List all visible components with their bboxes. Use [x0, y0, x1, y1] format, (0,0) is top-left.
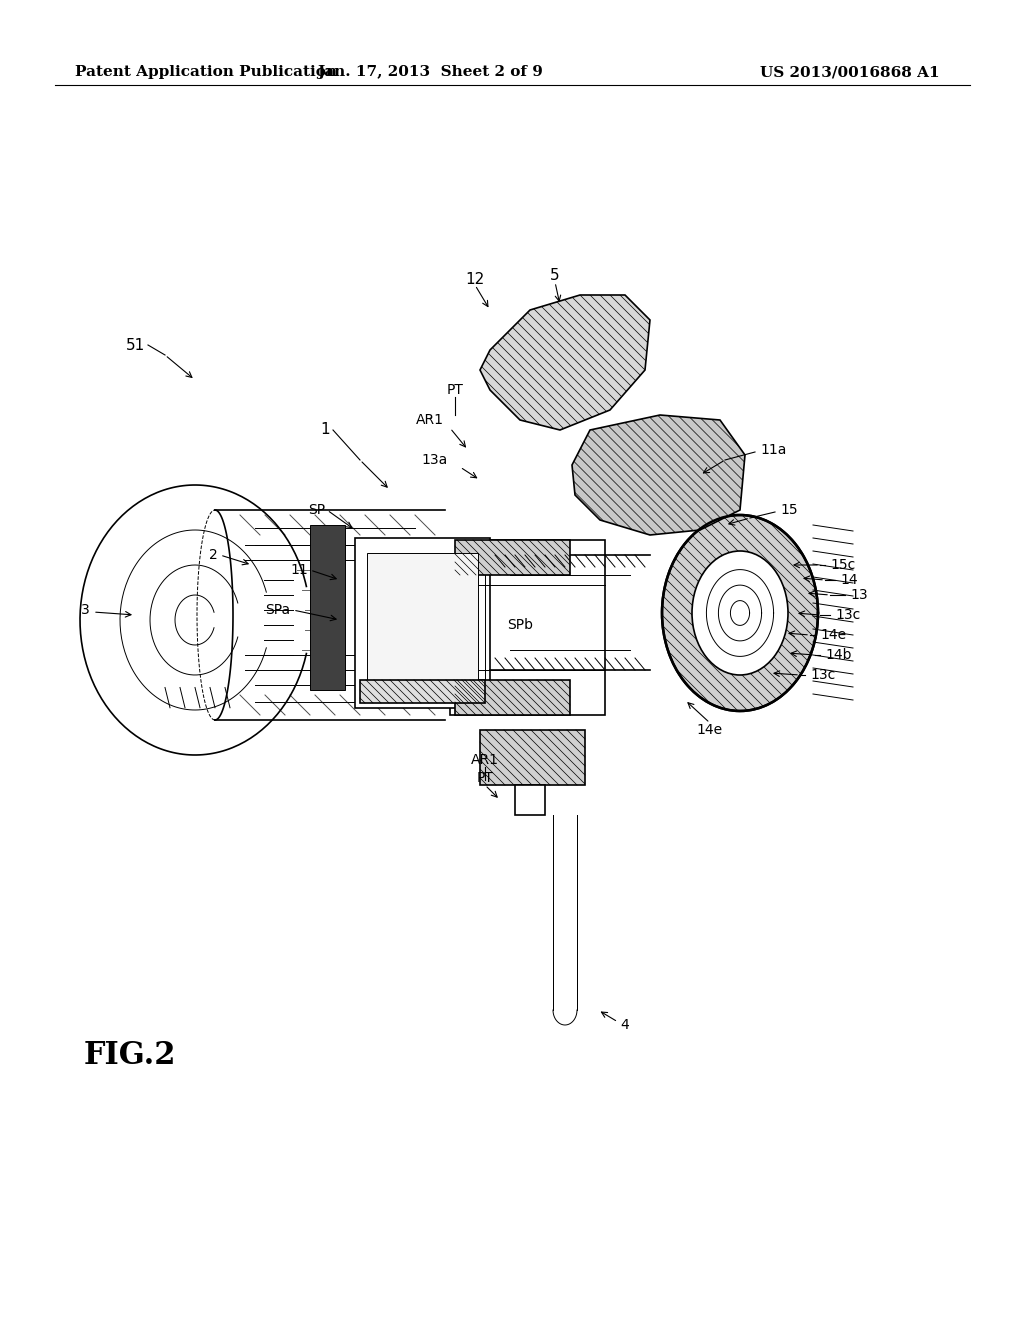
Bar — [455, 540, 570, 576]
Text: AR1: AR1 — [416, 413, 444, 426]
Bar — [355, 539, 490, 708]
Text: 14: 14 — [840, 573, 858, 587]
Bar — [515, 785, 545, 814]
Text: SPb: SPb — [507, 618, 534, 632]
Polygon shape — [662, 515, 818, 711]
Text: 1: 1 — [321, 422, 330, 437]
Ellipse shape — [692, 550, 788, 675]
Text: 13c: 13c — [810, 668, 836, 682]
Bar — [310, 525, 345, 690]
Text: 14b: 14b — [825, 648, 852, 663]
Text: 12: 12 — [465, 272, 484, 288]
Polygon shape — [480, 294, 650, 430]
Text: SPa: SPa — [265, 603, 290, 616]
Text: SP: SP — [308, 503, 325, 517]
Text: 51: 51 — [126, 338, 145, 352]
Text: US 2013/0016868 A1: US 2013/0016868 A1 — [761, 65, 940, 79]
Text: 5: 5 — [550, 268, 560, 282]
Text: PT: PT — [446, 383, 464, 397]
Bar — [455, 680, 570, 715]
Bar — [450, 540, 605, 715]
Text: 15c: 15c — [830, 558, 855, 572]
Text: Patent Application Publication: Patent Application Publication — [75, 65, 337, 79]
Text: 4: 4 — [620, 1018, 629, 1032]
Text: 13c: 13c — [835, 609, 860, 622]
Text: AR1: AR1 — [471, 752, 499, 767]
Text: Jan. 17, 2013  Sheet 2 of 9: Jan. 17, 2013 Sheet 2 of 9 — [317, 65, 543, 79]
Ellipse shape — [662, 515, 818, 711]
Text: 11a: 11a — [760, 444, 786, 457]
Text: 14e: 14e — [697, 723, 723, 737]
Text: PT: PT — [476, 771, 494, 785]
Text: 11: 11 — [290, 564, 308, 577]
Text: FIG.2: FIG.2 — [84, 1040, 176, 1071]
Text: 13a: 13a — [422, 453, 449, 467]
Bar — [367, 553, 478, 693]
Text: 13: 13 — [850, 587, 867, 602]
Bar — [480, 730, 585, 785]
Polygon shape — [553, 814, 577, 1010]
Polygon shape — [572, 414, 745, 535]
Text: 14e: 14e — [820, 628, 846, 642]
Bar — [360, 680, 485, 704]
Text: 15: 15 — [780, 503, 798, 517]
Text: 2: 2 — [209, 548, 218, 562]
Text: 3: 3 — [81, 603, 90, 616]
